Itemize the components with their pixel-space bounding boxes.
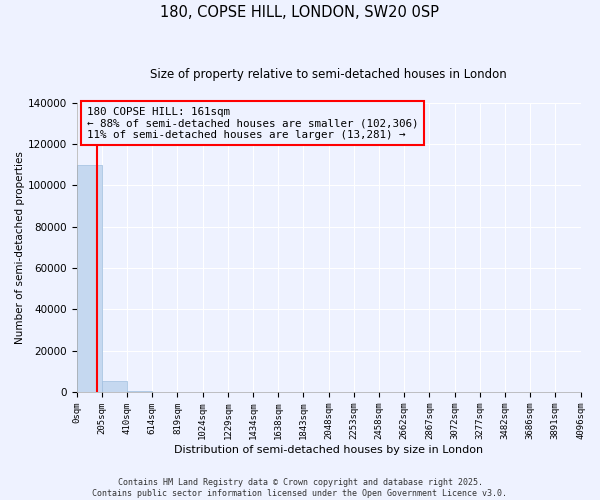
Title: Size of property relative to semi-detached houses in London: Size of property relative to semi-detach… [150,68,507,80]
Y-axis label: Number of semi-detached properties: Number of semi-detached properties [15,151,25,344]
Bar [102,382,127,392]
Bar [127,391,152,392]
Text: 180 COPSE HILL: 161sqm
← 88% of semi-detached houses are smaller (102,306)
11% o: 180 COPSE HILL: 161sqm ← 88% of semi-det… [87,107,418,140]
Text: Contains HM Land Registry data © Crown copyright and database right 2025.
Contai: Contains HM Land Registry data © Crown c… [92,478,508,498]
Bar [77,164,102,392]
Text: 180, COPSE HILL, LONDON, SW20 0SP: 180, COPSE HILL, LONDON, SW20 0SP [161,5,439,20]
X-axis label: Distribution of semi-detached houses by size in London: Distribution of semi-detached houses by … [174,445,483,455]
